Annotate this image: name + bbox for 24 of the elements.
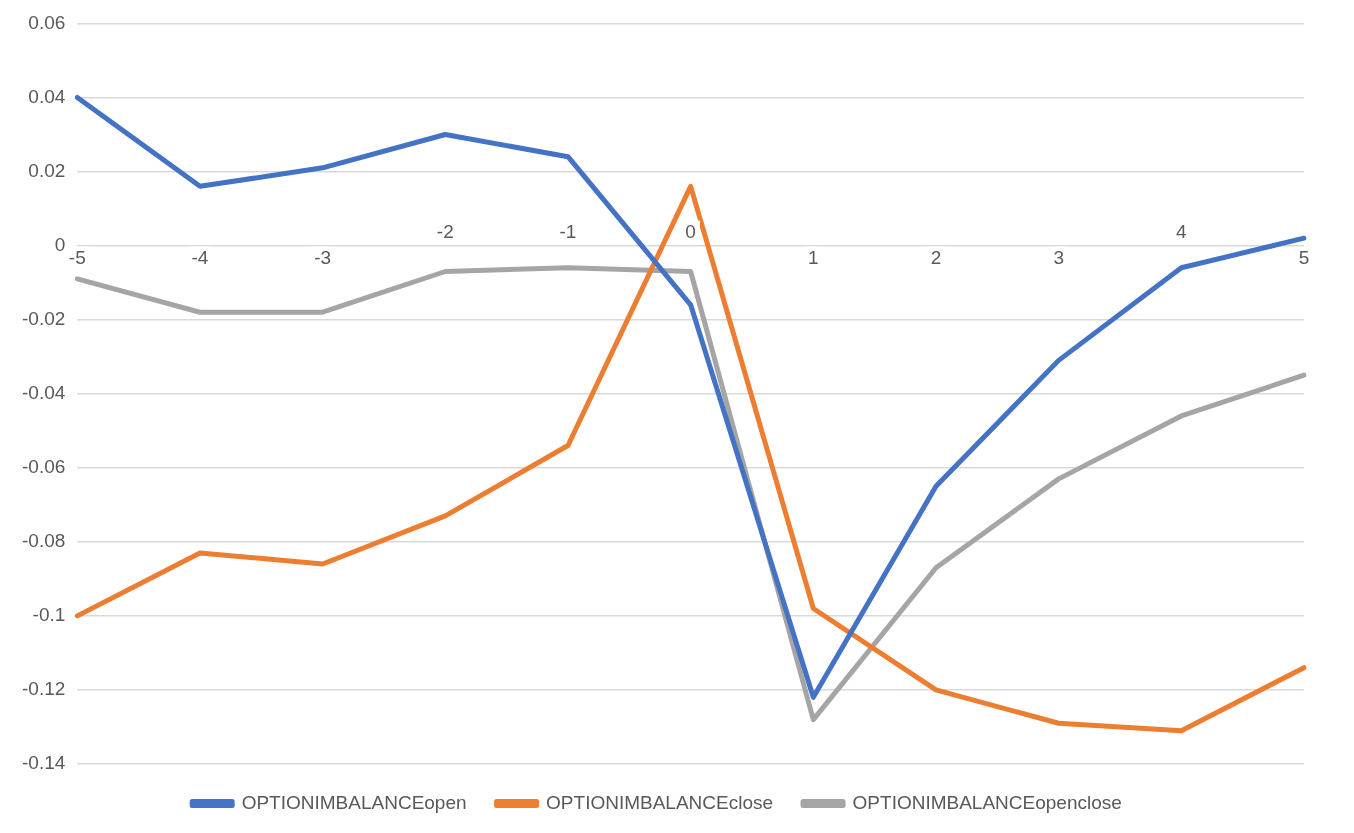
x-tick-label: -2 [436,220,454,242]
y-tick-label: -0.08 [21,530,66,552]
y-tick-label: -0.12 [21,678,66,700]
x-tick-label: -1 [559,220,577,242]
y-tick-label: 0.02 [28,159,66,181]
x-tick-label: 3 [1053,246,1064,268]
y-tick-label: -0.02 [21,307,66,329]
y-tick-label: 0.06 [28,11,66,33]
legend-label: OPTIONIMBALANCEopen [241,791,467,813]
x-tick-label: -3 [314,246,332,268]
x-tick-label: 0 [685,220,696,242]
x-tick-label: 4 [1176,220,1188,242]
y-tick-label: -0.06 [21,455,66,477]
x-tick-label: -5 [68,246,86,268]
y-tick-label: -0.14 [21,752,66,774]
x-tick-label: -4 [191,246,209,268]
y-tick-label: -0.04 [21,381,66,403]
legend-label: OPTIONIMBALANCEclose [546,791,774,813]
legend-label: OPTIONIMBALANCEopenclose [852,791,1122,813]
y-tick-label: 0.04 [28,85,66,107]
x-tick-label: 5 [1298,246,1310,268]
y-tick-label: -0.1 [32,604,66,626]
x-tick-label: 1 [808,246,819,268]
x-tick-label: 2 [930,246,942,268]
